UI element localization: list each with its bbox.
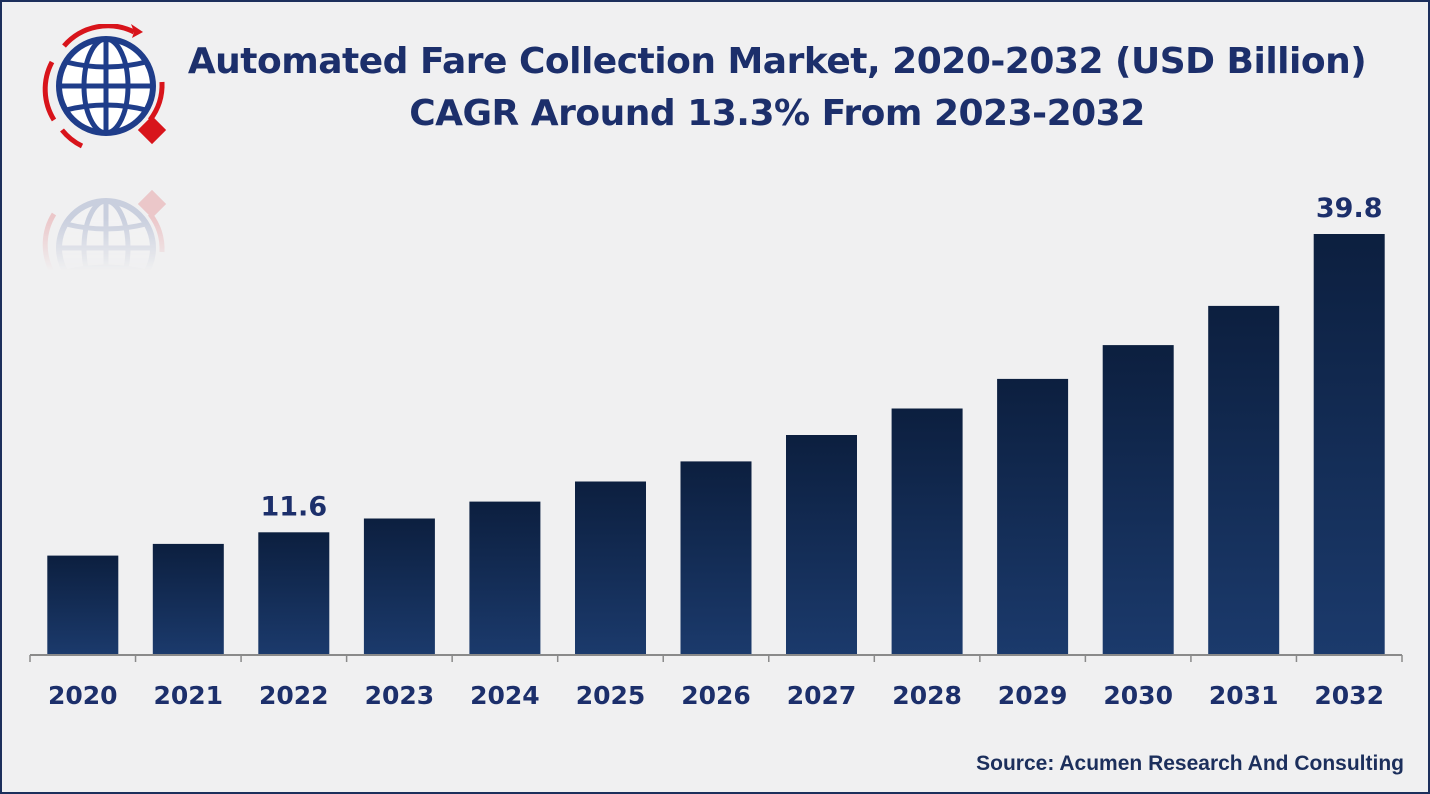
x-tick-label: 2023 xyxy=(365,681,435,710)
data-labels: 11.6 39.8 xyxy=(260,193,1382,522)
x-tick-label: 2031 xyxy=(1209,681,1279,710)
bar-2025 xyxy=(575,481,646,655)
x-tick-label: 2032 xyxy=(1314,681,1384,710)
x-axis xyxy=(29,654,1403,662)
bar-2031 xyxy=(1208,305,1280,655)
chart-subtitle: CAGR Around 13.3% From 2023-2032 xyxy=(409,93,1145,134)
bar-2026 xyxy=(680,461,752,655)
x-tick-label: 2024 xyxy=(470,681,540,710)
x-tick-label: 2022 xyxy=(259,681,329,710)
bar-2029 xyxy=(997,378,1069,655)
globe-icon-reflection xyxy=(42,180,178,311)
bar-2022 xyxy=(258,532,330,655)
x-tick-label: 2026 xyxy=(681,681,751,710)
x-tick-label: 2020 xyxy=(48,681,118,710)
bar-2032 xyxy=(1313,234,1385,655)
bar-2027 xyxy=(786,435,857,655)
data-label-2022: 11.6 xyxy=(260,491,327,522)
x-tick-label: 2028 xyxy=(892,681,962,710)
bar-2028 xyxy=(891,408,963,655)
x-tick-label: 2027 xyxy=(787,681,857,710)
chart-title: Automated Fare Collection Market, 2020-2… xyxy=(187,41,1367,82)
bar-group xyxy=(47,234,1385,655)
x-tick-label: 2029 xyxy=(998,681,1068,710)
x-tick-labels: 2020 2021 2022 2023 2024 2025 2026 2027 2028 2029… xyxy=(48,681,1384,710)
bar-2030 xyxy=(1102,345,1174,655)
bar-2021 xyxy=(152,543,224,655)
globe-icon xyxy=(42,23,178,154)
data-label-2032: 39.8 xyxy=(1316,193,1383,224)
source-note: Source: Acumen Research And Consulting xyxy=(976,752,1404,775)
bar-2020 xyxy=(47,555,119,655)
bar-2023 xyxy=(363,518,435,655)
bar-2024 xyxy=(469,501,541,655)
x-tick-label: 2025 xyxy=(576,681,646,710)
x-tick-label: 2021 xyxy=(154,681,224,710)
x-tick-label: 2030 xyxy=(1103,681,1173,710)
